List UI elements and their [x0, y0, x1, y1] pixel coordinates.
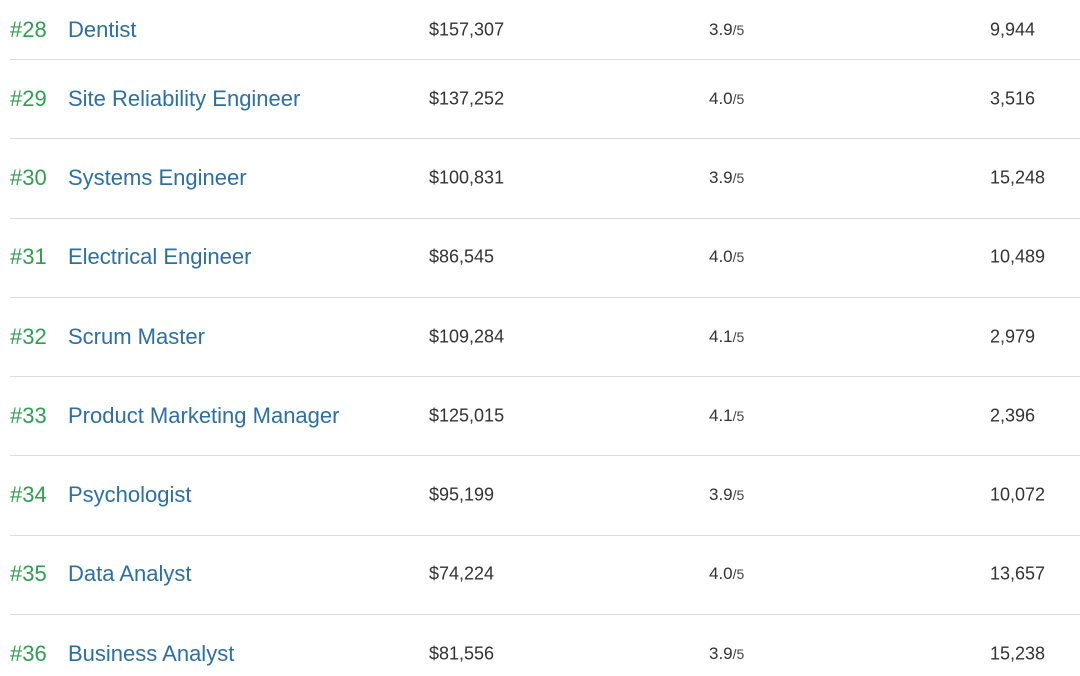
job-rating: 4.0/5 [709, 564, 744, 584]
job-rating: 4.0/5 [709, 247, 744, 267]
table-row: #35 Data Analyst $74,224 4.0/5 13,657 [0, 534, 1080, 614]
job-salary: $125,015 [429, 405, 505, 426]
job-salary: $109,284 [429, 326, 505, 347]
job-title-link[interactable]: Systems Engineer [68, 164, 247, 190]
job-openings: 2,979 [990, 326, 1036, 347]
rating-value: 3.9 [709, 485, 733, 505]
rating-scale: /5 [732, 407, 745, 424]
rating-scale: /5 [732, 328, 745, 345]
job-title-link[interactable]: Psychologist [68, 482, 192, 508]
rating-scale: /5 [732, 487, 745, 504]
rating-value: 4.1 [709, 405, 733, 425]
job-openings: 9,944 [990, 19, 1036, 39]
job-rank: #31 [10, 244, 47, 270]
table-row: #32 Scrum Master $109,284 4.1/5 2,979 [0, 296, 1080, 376]
job-title-link[interactable]: Site Reliability Engineer [68, 85, 301, 111]
job-rank: #35 [10, 561, 47, 587]
job-openings: 2,396 [990, 405, 1036, 426]
job-openings: 13,657 [990, 563, 1046, 584]
job-title-link[interactable]: Business Analyst [68, 640, 235, 666]
job-title-link[interactable]: Data Analyst [68, 561, 192, 587]
rating-value: 3.9 [709, 643, 733, 663]
rating-scale: /5 [732, 645, 745, 662]
table-row: #36 Business Analyst $81,556 3.9/5 15,23… [0, 614, 1080, 676]
table-row: #30 Systems Engineer $100,831 3.9/5 15,2… [0, 138, 1080, 217]
job-rating: 4.1/5 [709, 327, 744, 347]
table-row: #29 Site Reliability Engineer $137,252 4… [0, 59, 1080, 138]
job-salary: $86,545 [429, 246, 495, 267]
job-openings: 10,072 [990, 484, 1046, 505]
job-openings: 15,248 [990, 167, 1046, 188]
job-salary: $137,252 [429, 88, 505, 109]
job-salary: $74,224 [429, 563, 495, 584]
rating-scale: /5 [732, 169, 745, 186]
rating-value: 4.1 [709, 326, 733, 346]
job-rating: 3.9/5 [709, 485, 744, 505]
job-openings: 15,238 [990, 643, 1046, 664]
job-rating: 3.9/5 [709, 644, 744, 664]
rating-value: 4.0 [709, 247, 733, 267]
table-row: #34 Psychologist $95,199 3.9/5 10,072 [0, 455, 1080, 534]
job-rank: #28 [10, 16, 47, 42]
rating-value: 3.9 [709, 19, 733, 39]
job-rank: #29 [10, 85, 47, 111]
rating-value: 3.9 [709, 167, 733, 187]
rating-scale: /5 [732, 90, 745, 107]
rating-value: 4.0 [709, 88, 733, 108]
job-title-link[interactable]: Electrical Engineer [68, 244, 252, 270]
job-salary: $81,556 [429, 643, 495, 664]
job-openings: 3,516 [990, 88, 1036, 109]
job-rating: 3.9/5 [709, 168, 744, 188]
job-title-link[interactable]: Product Marketing Manager [68, 402, 340, 428]
job-rank: #32 [10, 323, 47, 349]
job-rank: #36 [10, 640, 47, 666]
table-row: #31 Electrical Engineer $86,545 4.0/5 10… [0, 217, 1080, 297]
job-salary: $157,307 [429, 19, 505, 39]
job-salary: $95,199 [429, 484, 495, 505]
job-rank: #34 [10, 482, 47, 508]
table-row: #33 Product Marketing Manager $125,015 4… [0, 376, 1080, 455]
rating-scale: /5 [732, 249, 745, 266]
job-title-link[interactable]: Scrum Master [68, 323, 205, 349]
table-row: #28 Dentist $157,307 3.9/5 9,944 [0, 0, 1080, 59]
job-openings: 10,489 [990, 246, 1046, 267]
job-salary: $100,831 [429, 167, 505, 188]
job-rating: 3.9/5 [709, 20, 744, 40]
job-rating: 4.0/5 [709, 89, 744, 109]
rating-scale: /5 [732, 21, 745, 38]
job-title-link[interactable]: Dentist [68, 16, 137, 42]
rating-value: 4.0 [709, 564, 733, 584]
job-rating: 4.1/5 [709, 406, 744, 426]
rating-scale: /5 [732, 566, 745, 583]
job-rank: #30 [10, 164, 47, 190]
job-rank: #33 [10, 402, 47, 428]
